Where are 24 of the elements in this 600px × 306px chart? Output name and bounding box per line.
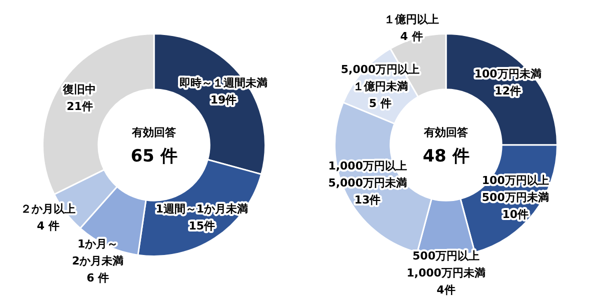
slice-label: ２か月以上 <box>20 202 76 216</box>
data-label: 19件 <box>210 93 237 106</box>
data-label: 13件 <box>354 194 381 207</box>
slice-label: 復旧中 <box>62 83 96 96</box>
data-label: 21件 <box>66 100 93 114</box>
data-label: 4 件 <box>36 219 60 232</box>
data-label: 6 件 <box>86 272 110 285</box>
slice-label: 1,000万円以上5,000万円未満 <box>328 160 407 190</box>
data-label: 15件 <box>188 220 216 232</box>
slice-label: 500万円以上1,000万円未満 <box>406 250 486 280</box>
data-label: 5 件 <box>369 97 392 110</box>
data-label: 12件 <box>494 84 521 98</box>
slice-label: １億円以上 <box>384 13 440 26</box>
data-label: 10件 <box>502 208 529 222</box>
text: 有効回答 <box>131 126 177 139</box>
slice-label: 5,000万円以上１億円未満 <box>340 63 420 94</box>
text: 65 件 <box>130 146 178 166</box>
slice-label: 100万円未満 <box>474 68 542 81</box>
text: 有効回答 <box>423 126 469 139</box>
text: 48 件 <box>422 146 470 166</box>
slice-label: 即時～１週間未満 <box>179 76 268 90</box>
data-label: 4件 <box>436 284 456 297</box>
data-label: 4 件 <box>400 30 423 44</box>
slice-label: 1か月～2か月未満 <box>72 238 124 268</box>
